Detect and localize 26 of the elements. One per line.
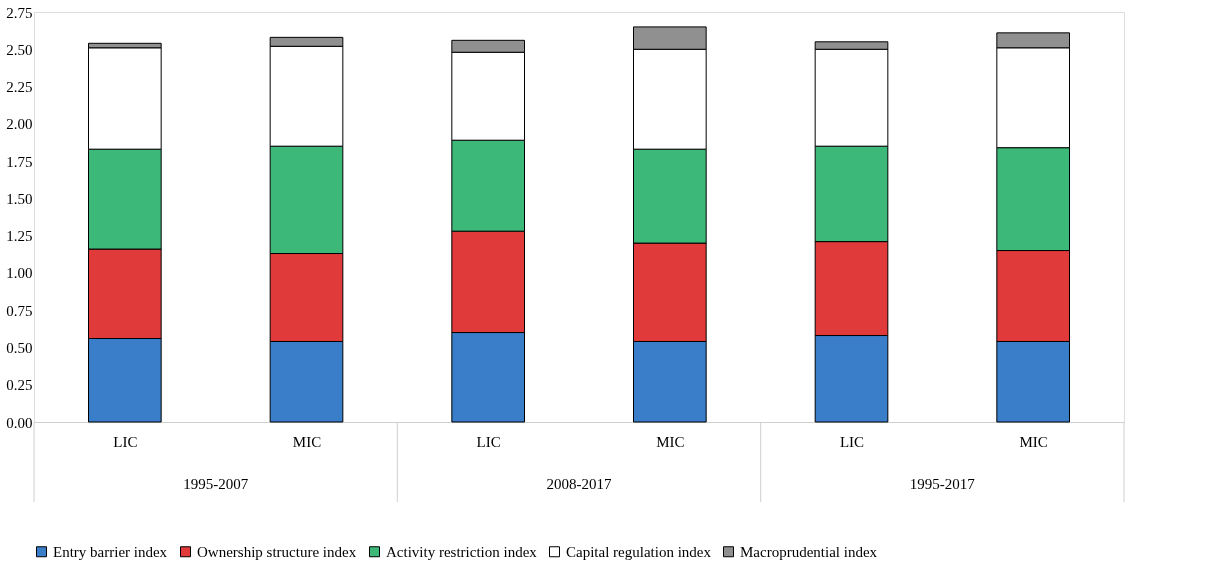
y-tick-label: 0.00 [6, 414, 33, 431]
y-tick-label: 2.25 [6, 79, 33, 96]
x-tick-label: MIC [292, 433, 322, 450]
legend-label: Entry barrier index [53, 543, 168, 560]
y-tick-label: 2.50 [6, 41, 33, 58]
y-tick-label: 0.75 [6, 302, 33, 319]
y-tick-label: 2.00 [6, 116, 33, 133]
y-tick-label: 1.75 [6, 153, 33, 170]
y-tick-label: 1.00 [6, 265, 33, 282]
y-tick-label: 1.25 [6, 228, 33, 245]
x-tick-label: LIC [113, 433, 138, 450]
x-tick-label: MIC [1019, 433, 1048, 450]
x-tick-label: MIC [656, 433, 685, 450]
y-tick-label: 1.50 [6, 190, 33, 207]
x-tick-label: LIC [476, 433, 501, 450]
y-tick-label: 0.50 [6, 339, 33, 356]
text: 1995-2007 [183, 476, 249, 492]
legend-label: Ownership structure index [197, 543, 357, 560]
y-tick-label: 0.25 [6, 377, 33, 394]
legend-label: Activity restriction index [386, 543, 538, 560]
text: 1995-2017 [909, 476, 976, 492]
legend-label: Capital regulation index [566, 543, 712, 560]
x-tick-label: LIC [839, 433, 865, 450]
text: 2008-2017 [546, 476, 612, 492]
y-tick-label: 2.75 [6, 4, 33, 21]
legend-label: Macroprudential index [740, 543, 878, 560]
